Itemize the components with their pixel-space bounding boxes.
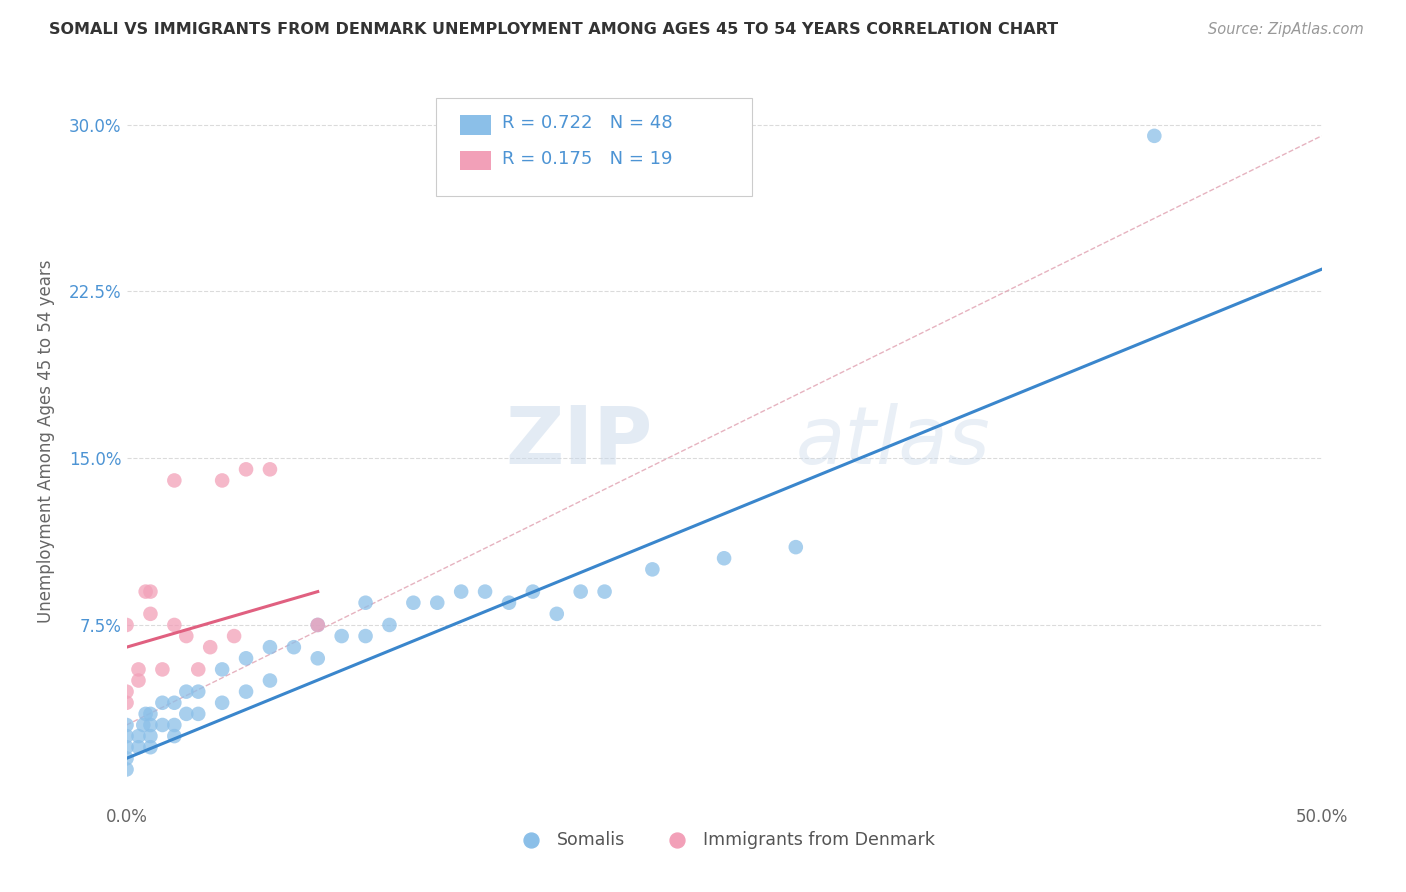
Point — [211, 474, 233, 488]
Point — [307, 651, 329, 665]
Point — [115, 729, 138, 743]
Point — [569, 584, 592, 599]
Point — [163, 474, 186, 488]
Point — [115, 718, 138, 732]
Point — [135, 584, 157, 599]
Point — [187, 706, 209, 721]
Point — [163, 618, 186, 632]
Text: R = 0.175   N = 19: R = 0.175 N = 19 — [502, 150, 672, 168]
Point — [498, 596, 520, 610]
Point — [330, 629, 353, 643]
Point — [593, 584, 616, 599]
Point — [115, 763, 138, 777]
Point — [139, 718, 162, 732]
Point — [163, 696, 186, 710]
Point — [115, 740, 138, 755]
Point — [522, 584, 544, 599]
Point — [139, 729, 162, 743]
Point — [211, 696, 233, 710]
Point — [259, 640, 281, 655]
Point — [127, 673, 149, 688]
Point — [641, 562, 664, 576]
Point — [354, 596, 377, 610]
Point — [235, 684, 257, 698]
Point — [211, 662, 233, 676]
Point — [132, 718, 155, 732]
Point — [307, 618, 329, 632]
Point — [174, 706, 197, 721]
Point — [713, 551, 735, 566]
Point — [283, 640, 305, 655]
Point — [450, 584, 472, 599]
Point — [187, 684, 209, 698]
Point — [139, 584, 162, 599]
Point — [259, 462, 281, 476]
Point — [150, 662, 174, 676]
Point — [426, 596, 449, 610]
Point — [307, 618, 329, 632]
Point — [785, 540, 807, 554]
Point — [127, 662, 149, 676]
Point — [139, 706, 162, 721]
Point — [235, 651, 257, 665]
Point — [135, 706, 157, 721]
Point — [354, 629, 377, 643]
Point — [200, 640, 222, 655]
Point — [187, 662, 209, 676]
Point — [402, 596, 425, 610]
Point — [163, 729, 186, 743]
Point — [259, 673, 281, 688]
Point — [139, 740, 162, 755]
Point — [150, 718, 174, 732]
Text: ZIP: ZIP — [505, 402, 652, 481]
Point — [115, 684, 138, 698]
Point — [127, 740, 149, 755]
Point — [174, 684, 197, 698]
Point — [1143, 128, 1166, 143]
Point — [474, 584, 496, 599]
Point — [115, 751, 138, 765]
Point — [174, 629, 197, 643]
Point — [222, 629, 246, 643]
Point — [163, 718, 186, 732]
Text: atlas: atlas — [796, 402, 991, 481]
Point — [127, 729, 149, 743]
Legend: Somalis, Immigrants from Denmark: Somalis, Immigrants from Denmark — [506, 823, 942, 855]
Text: SOMALI VS IMMIGRANTS FROM DENMARK UNEMPLOYMENT AMONG AGES 45 TO 54 YEARS CORRELA: SOMALI VS IMMIGRANTS FROM DENMARK UNEMPL… — [49, 22, 1059, 37]
Point — [150, 696, 174, 710]
Point — [115, 618, 138, 632]
Text: R = 0.722   N = 48: R = 0.722 N = 48 — [502, 114, 672, 132]
Point — [139, 607, 162, 621]
Text: Source: ZipAtlas.com: Source: ZipAtlas.com — [1208, 22, 1364, 37]
Y-axis label: Unemployment Among Ages 45 to 54 years: Unemployment Among Ages 45 to 54 years — [37, 260, 55, 624]
Point — [235, 462, 257, 476]
Point — [115, 696, 138, 710]
Point — [546, 607, 568, 621]
Point — [378, 618, 401, 632]
